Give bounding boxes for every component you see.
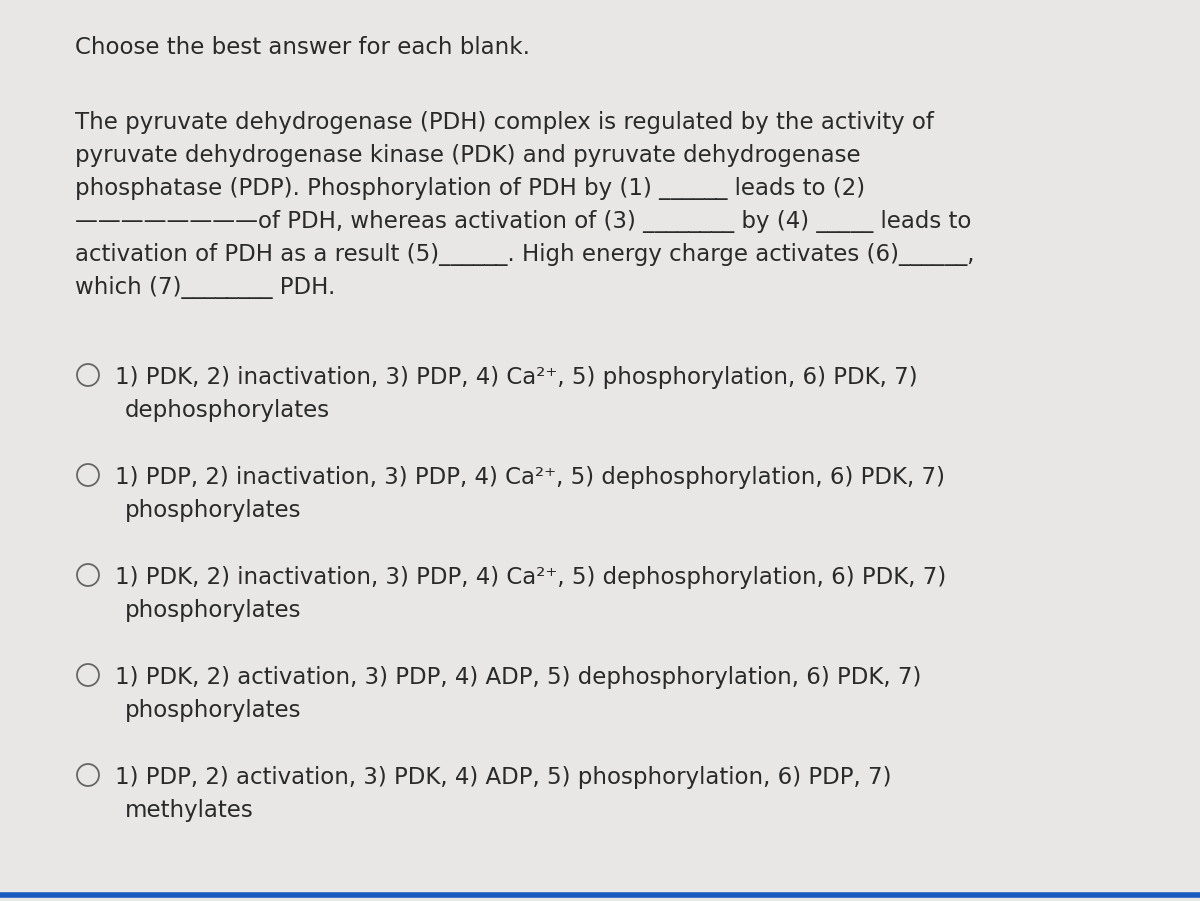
Text: 1) PDP, 2) activation, 3) PDK, 4) ADP, 5) phosphorylation, 6) PDP, 7): 1) PDP, 2) activation, 3) PDK, 4) ADP, 5… [115, 766, 892, 789]
Text: ————————of PDH, whereas activation of (3) ________ by (4) _____ leads to: ————————of PDH, whereas activation of (3… [74, 210, 971, 233]
Text: phosphorylates: phosphorylates [125, 499, 301, 522]
Text: The pyruvate dehydrogenase (PDH) complex is regulated by the activity of: The pyruvate dehydrogenase (PDH) complex… [74, 111, 934, 134]
Text: phosphorylates: phosphorylates [125, 699, 301, 722]
Text: methylates: methylates [125, 799, 253, 822]
Text: which (7)________ PDH.: which (7)________ PDH. [74, 276, 335, 299]
Text: 1) PDK, 2) activation, 3) PDP, 4) ADP, 5) dephosphorylation, 6) PDK, 7): 1) PDK, 2) activation, 3) PDP, 4) ADP, 5… [115, 666, 922, 689]
Text: dephosphorylates: dephosphorylates [125, 399, 330, 422]
Text: activation of PDH as a result (5)______. High energy charge activates (6)______,: activation of PDH as a result (5)______.… [74, 243, 974, 266]
Text: phosphatase (PDP). Phosphorylation of PDH by (1) ______ leads to (2): phosphatase (PDP). Phosphorylation of PD… [74, 177, 865, 200]
Text: 1) PDK, 2) inactivation, 3) PDP, 4) Ca²⁺, 5) phosphorylation, 6) PDK, 7): 1) PDK, 2) inactivation, 3) PDP, 4) Ca²⁺… [115, 366, 918, 389]
Text: Choose the best answer for each blank.: Choose the best answer for each blank. [74, 36, 530, 59]
Text: 1) PDK, 2) inactivation, 3) PDP, 4) Ca²⁺, 5) dephosphorylation, 6) PDK, 7): 1) PDK, 2) inactivation, 3) PDP, 4) Ca²⁺… [115, 566, 947, 589]
Text: phosphorylates: phosphorylates [125, 599, 301, 622]
Text: 1) PDP, 2) inactivation, 3) PDP, 4) Ca²⁺, 5) dephosphorylation, 6) PDK, 7): 1) PDP, 2) inactivation, 3) PDP, 4) Ca²⁺… [115, 466, 946, 489]
Text: pyruvate dehydrogenase kinase (PDK) and pyruvate dehydrogenase: pyruvate dehydrogenase kinase (PDK) and … [74, 144, 860, 167]
